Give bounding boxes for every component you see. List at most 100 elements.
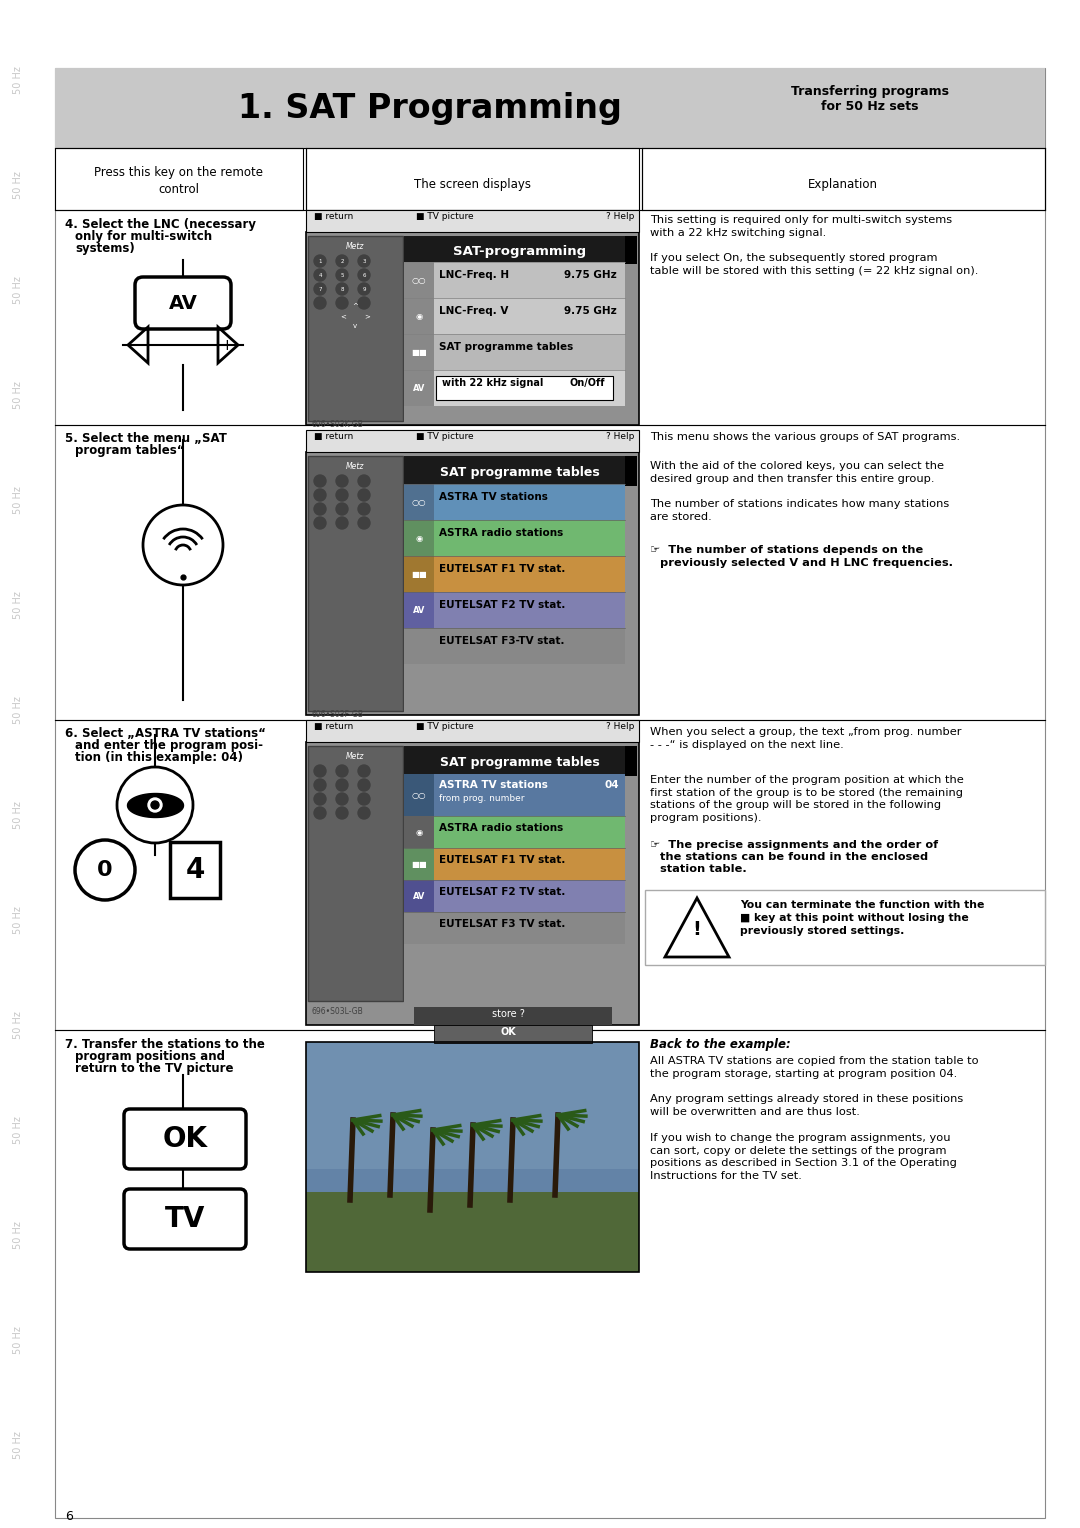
Circle shape <box>357 793 370 805</box>
Bar <box>404 944 625 1005</box>
Text: 8: 8 <box>340 287 343 292</box>
Text: systems): systems) <box>75 241 135 255</box>
Bar <box>306 148 639 209</box>
Text: return to the TV picture: return to the TV picture <box>75 1062 233 1076</box>
Text: 4: 4 <box>319 272 322 278</box>
Text: ◉: ◉ <box>416 533 422 542</box>
Text: Metz: Metz <box>346 752 364 761</box>
Bar <box>404 235 637 261</box>
Circle shape <box>336 283 348 295</box>
Text: ■ TV picture: ■ TV picture <box>416 212 474 222</box>
Circle shape <box>357 503 370 515</box>
Text: 6: 6 <box>362 272 366 278</box>
Bar <box>625 455 637 486</box>
Bar <box>404 370 625 406</box>
Text: The screen displays: The screen displays <box>414 177 530 191</box>
Text: previously selected V and H LNC frequencies.: previously selected V and H LNC frequenc… <box>660 558 953 568</box>
Bar <box>404 628 625 665</box>
Bar <box>404 775 625 816</box>
Bar <box>434 1025 592 1044</box>
Text: 50 Hz: 50 Hz <box>13 1115 23 1144</box>
Text: SAT programme tables: SAT programme tables <box>441 755 599 769</box>
Text: 696•S03F-GB: 696•S03F-GB <box>311 711 363 720</box>
Text: ■ return: ■ return <box>314 432 353 442</box>
Text: This menu shows the various groups of SAT programs.: This menu shows the various groups of SA… <box>650 432 960 442</box>
Bar <box>404 298 625 335</box>
Text: 7. Transfer the stations to the: 7. Transfer the stations to the <box>65 1038 265 1051</box>
Circle shape <box>336 807 348 819</box>
Text: OK: OK <box>500 1027 516 1038</box>
Text: 9.75 GHz: 9.75 GHz <box>564 306 617 316</box>
Text: !: ! <box>692 920 701 938</box>
Bar <box>404 816 434 848</box>
Text: 2: 2 <box>340 258 343 263</box>
Circle shape <box>357 516 370 529</box>
Text: Metz: Metz <box>346 241 364 251</box>
FancyBboxPatch shape <box>135 277 231 329</box>
Bar <box>306 232 639 425</box>
Text: ASTRA TV stations: ASTRA TV stations <box>438 779 548 790</box>
Bar <box>308 746 403 1001</box>
Text: 4. Select the LNC (necessary: 4. Select the LNC (necessary <box>65 219 256 231</box>
Text: ■ TV picture: ■ TV picture <box>416 432 474 442</box>
Text: ■■: ■■ <box>411 570 427 579</box>
Text: Back to the example:: Back to the example: <box>650 1038 791 1051</box>
Circle shape <box>357 269 370 281</box>
Text: ^: ^ <box>352 303 357 309</box>
Bar <box>55 69 1045 148</box>
Text: 50 Hz: 50 Hz <box>13 906 23 934</box>
Text: ? Help: ? Help <box>606 432 634 442</box>
Text: v: v <box>353 322 357 329</box>
Text: ○○: ○○ <box>411 498 427 506</box>
Text: 50 Hz: 50 Hz <box>13 66 23 93</box>
Bar <box>306 452 639 715</box>
Text: ◉: ◉ <box>416 312 422 321</box>
Text: ASTRA TV stations: ASTRA TV stations <box>438 492 548 503</box>
Text: AV: AV <box>413 605 426 614</box>
Text: 696•S03K-GB: 696•S03K-GB <box>311 420 363 429</box>
Text: Enter the number of the program position at which the
first station of the group: Enter the number of the program position… <box>650 762 963 824</box>
FancyBboxPatch shape <box>124 1109 246 1169</box>
Circle shape <box>336 766 348 778</box>
Bar <box>306 209 639 232</box>
Text: ■■: ■■ <box>411 347 427 356</box>
Text: ? Help: ? Help <box>606 723 634 730</box>
Text: ■ TV picture: ■ TV picture <box>416 723 474 730</box>
Text: tion (in this example: 04): tion (in this example: 04) <box>75 750 243 764</box>
Bar <box>625 235 637 264</box>
Bar <box>404 556 625 591</box>
Bar <box>306 1192 639 1271</box>
Circle shape <box>336 296 348 309</box>
Circle shape <box>336 503 348 515</box>
Text: SAT programme tables: SAT programme tables <box>438 342 573 351</box>
Text: SAT programme tables: SAT programme tables <box>441 466 599 478</box>
Text: 50 Hz: 50 Hz <box>13 1432 23 1459</box>
Text: With the aid of the colored keys, you can select the
desired group and then tran: With the aid of the colored keys, you ca… <box>650 448 949 523</box>
Circle shape <box>314 489 326 501</box>
Text: ASTRA radio stations: ASTRA radio stations <box>438 824 564 833</box>
Text: EUTELSAT F2 TV stat.: EUTELSAT F2 TV stat. <box>438 601 565 610</box>
Text: 9: 9 <box>362 287 366 292</box>
Bar <box>404 775 434 816</box>
Bar <box>645 889 1045 966</box>
Text: 50 Hz: 50 Hz <box>13 380 23 410</box>
Circle shape <box>336 255 348 267</box>
Circle shape <box>336 793 348 805</box>
Text: Metz: Metz <box>346 461 364 471</box>
Circle shape <box>357 489 370 501</box>
Text: When you select a group, the text „from prog. number
- - -“ is displayed on the : When you select a group, the text „from … <box>650 727 961 750</box>
Text: 50 Hz: 50 Hz <box>13 486 23 513</box>
Text: ■■: ■■ <box>411 859 427 868</box>
Bar <box>404 746 637 775</box>
Text: 7: 7 <box>319 287 322 292</box>
Bar <box>404 455 637 484</box>
Bar <box>170 842 220 898</box>
Text: 50 Hz: 50 Hz <box>13 171 23 199</box>
Bar <box>404 370 434 406</box>
Circle shape <box>336 516 348 529</box>
Text: EUTELSAT F2 TV stat.: EUTELSAT F2 TV stat. <box>438 886 565 897</box>
Text: 50 Hz: 50 Hz <box>13 591 23 619</box>
Circle shape <box>151 801 159 808</box>
Bar <box>308 455 403 711</box>
Text: EUTELSAT F1 TV stat.: EUTELSAT F1 TV stat. <box>438 564 565 575</box>
